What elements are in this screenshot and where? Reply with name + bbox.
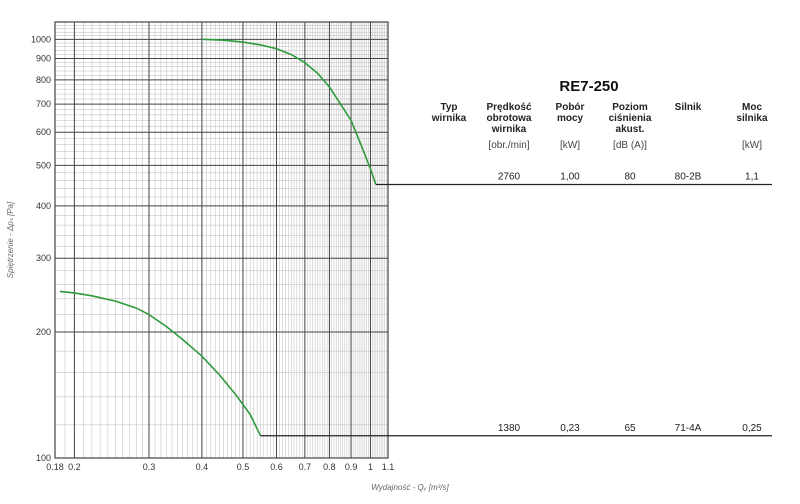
x-tick-label: 0.9 xyxy=(345,462,358,472)
table-cell: 80 xyxy=(624,172,636,183)
table-header: akust. xyxy=(616,124,645,135)
y-tick-label: 1000 xyxy=(31,34,51,44)
spec-table: TypwirnikaPrędkośćobrotowawirnika[obr./m… xyxy=(431,102,768,434)
table-unit: [dB (A)] xyxy=(613,140,647,151)
x-tick-label: 0.3 xyxy=(143,462,156,472)
table-unit: [kW] xyxy=(560,140,580,151)
y-tick-label: 900 xyxy=(36,53,51,63)
performance-curve xyxy=(59,290,262,437)
x-tick-labels: 0.18 0.2 0.3 0.4 0.5 0.6 0.7 0.8 0.9 1 1.1 xyxy=(46,462,394,472)
table-header: wirnika xyxy=(431,113,467,124)
major-grid xyxy=(54,21,389,459)
table-unit: [kW] xyxy=(742,140,762,151)
table-header: mocy xyxy=(557,113,584,124)
x-tick-label: 0.4 xyxy=(196,462,209,472)
y-tick-label: 600 xyxy=(36,127,51,137)
y-tick-label: 700 xyxy=(36,99,51,109)
x-tick-label: 1 xyxy=(368,462,373,472)
table-cell: 0,23 xyxy=(560,423,580,434)
table-cell: 1380 xyxy=(498,423,521,434)
performance-curve xyxy=(201,38,377,185)
plot-frame xyxy=(54,21,389,459)
table-header: obrotowa xyxy=(487,113,532,124)
y-tick-label: 100 xyxy=(36,453,51,463)
table-cell: 80-2B xyxy=(675,172,702,183)
y-tick-label: 800 xyxy=(36,75,51,85)
y-tick-labels: 100 200 300 400 500 600 700 800 900 1000 xyxy=(31,34,51,463)
table-header: Typ xyxy=(440,102,457,113)
y-tick-label: 400 xyxy=(36,201,51,211)
x-tick-label: 0.2 xyxy=(68,462,81,472)
table-header: wirnika xyxy=(491,124,527,135)
table-cell: 65 xyxy=(624,423,636,434)
x-tick-label: 0.7 xyxy=(299,462,312,472)
table-cell: 1,00 xyxy=(560,172,580,183)
x-tick-label: 0.18 xyxy=(46,462,64,472)
table-title: RE7-250 xyxy=(559,78,618,95)
table-header: silnika xyxy=(736,113,768,124)
x-tick-label: 0.8 xyxy=(323,462,336,472)
y-axis-label: Spiętrzenie - Δpₛ [Pa] xyxy=(6,201,15,278)
table-cell: 2760 xyxy=(498,172,521,183)
table-leader-lines xyxy=(260,183,772,437)
table-cell: 1,1 xyxy=(745,172,759,183)
minor-grid xyxy=(54,21,389,459)
y-tick-label: 300 xyxy=(36,253,51,263)
x-axis-label: Wydajność - Qᵥ [m³/s] xyxy=(371,483,449,492)
table-header: ciśnienia xyxy=(609,113,652,124)
x-tick-label: 0.6 xyxy=(270,462,283,472)
y-tick-label: 500 xyxy=(36,160,51,170)
table-header: Pobór xyxy=(556,102,585,113)
y-tick-label: 200 xyxy=(36,327,51,337)
table-header: Poziom xyxy=(612,102,648,113)
table-header: Prędkość xyxy=(486,102,531,113)
x-tick-label: 1.1 xyxy=(382,462,395,472)
table-header: Silnik xyxy=(675,102,702,113)
table-unit: [obr./min] xyxy=(488,140,529,151)
table-cell: 0,25 xyxy=(742,423,762,434)
performance-curves xyxy=(59,38,377,437)
table-header: Moc xyxy=(742,102,762,113)
x-tick-label: 0.5 xyxy=(237,462,250,472)
table-cell: 71-4A xyxy=(675,423,702,434)
